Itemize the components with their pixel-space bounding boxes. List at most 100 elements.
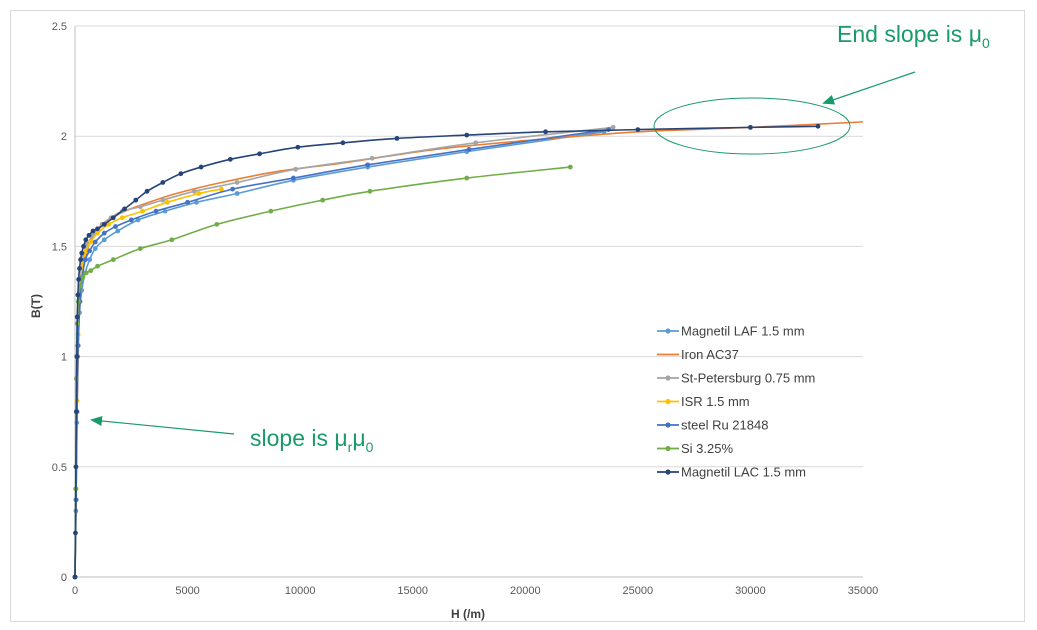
data-point xyxy=(144,188,150,194)
data-point xyxy=(635,127,641,132)
legend-item: ISR 1.5 mm xyxy=(657,394,750,409)
data-point xyxy=(128,217,134,223)
data-point xyxy=(191,188,197,194)
initial-slope-label: slope is μrμ0 xyxy=(250,425,374,455)
data-point xyxy=(80,274,86,280)
end-slope-label: End slope is μ0 xyxy=(837,21,990,51)
data-point xyxy=(198,164,204,170)
legend-swatch-marker xyxy=(665,398,671,405)
legend-swatch-marker xyxy=(665,445,671,452)
legend-label: ISR 1.5 mm xyxy=(681,394,750,409)
data-point xyxy=(160,180,166,185)
data-point xyxy=(162,208,168,214)
data-point xyxy=(101,237,107,243)
data-point xyxy=(95,230,100,236)
data-point xyxy=(101,221,107,227)
legend-item: Magnetil LAF 1.5 mm xyxy=(657,324,805,339)
data-point xyxy=(137,204,143,210)
legend-item: St-Petersburg 0.75 mm xyxy=(657,371,815,386)
data-point xyxy=(75,292,81,298)
legend-label: Si 3.25% xyxy=(681,441,733,456)
x-tick-label: 0 xyxy=(72,585,78,597)
data-point xyxy=(473,140,479,146)
x-tick-label: 35000 xyxy=(848,585,879,597)
data-point xyxy=(78,257,84,263)
series-line xyxy=(74,131,605,578)
data-point xyxy=(367,188,373,194)
data-point xyxy=(466,147,472,152)
legend-label: Magnetil LAF 1.5 mm xyxy=(681,324,805,339)
data-point xyxy=(106,221,112,227)
axes: 0 0.5 1 1.5 2 2.5 0 5000 10000 15000 20000 25000 300… xyxy=(52,21,879,597)
data-point xyxy=(110,215,116,221)
data-point xyxy=(81,244,86,249)
data-point xyxy=(140,208,145,214)
series-6 xyxy=(72,123,821,580)
legend-label: steel Ru 21848 xyxy=(681,418,768,433)
data-point xyxy=(92,239,98,245)
legend-swatch-marker xyxy=(665,375,671,381)
data-point xyxy=(122,206,127,212)
x-tick-label: 15000 xyxy=(397,585,428,597)
series-5 xyxy=(72,164,573,580)
data-point xyxy=(394,136,400,141)
data-point xyxy=(88,239,94,245)
data-point xyxy=(76,277,82,282)
data-point xyxy=(464,175,470,181)
data-point xyxy=(77,266,82,271)
legend-item: steel Ru 21848 xyxy=(657,418,768,433)
data-point xyxy=(73,409,79,415)
data-point xyxy=(73,464,79,470)
annotation-initial-slope: slope is μrμ0 xyxy=(90,416,374,455)
data-point xyxy=(86,232,92,238)
y-tick-label: 1 xyxy=(61,352,67,364)
data-point xyxy=(83,270,89,276)
data-point xyxy=(137,246,143,252)
data-point xyxy=(196,191,202,196)
data-point xyxy=(185,199,190,205)
annotation-end-slope: End slope is μ0 xyxy=(653,21,990,155)
data-point xyxy=(74,314,80,320)
data-point xyxy=(83,248,89,254)
legend-swatch-marker xyxy=(665,328,671,334)
data-point xyxy=(748,124,753,130)
y-axis-title: B(T) xyxy=(29,294,43,318)
series-4 xyxy=(72,127,611,580)
x-tick-label: 25000 xyxy=(623,585,654,597)
legend-item: Iron AC37 xyxy=(657,347,739,362)
data-point xyxy=(164,199,170,205)
data-point xyxy=(73,530,78,536)
gridlines xyxy=(75,25,863,468)
data-point xyxy=(543,129,548,135)
data-point xyxy=(234,191,240,196)
data-point xyxy=(101,230,107,236)
data-point xyxy=(115,228,121,234)
legend-item: Magnetil LAC 1.5 mm xyxy=(657,465,806,480)
y-tick-label: 1.5 xyxy=(52,241,67,253)
series-line xyxy=(74,126,614,578)
data-point xyxy=(365,162,371,168)
data-point xyxy=(90,228,96,234)
data-point xyxy=(815,123,821,129)
x-tick-label: 30000 xyxy=(735,585,766,597)
x-tick-label: 10000 xyxy=(285,585,316,597)
data-point xyxy=(95,226,100,232)
data-point xyxy=(567,164,573,170)
data-point xyxy=(178,171,184,177)
legend-label: St-Petersburg 0.75 mm xyxy=(681,371,815,386)
data-point xyxy=(290,175,296,181)
data-point xyxy=(227,156,233,162)
data-point xyxy=(110,257,116,263)
data-point xyxy=(369,155,375,161)
data-point xyxy=(87,257,93,263)
data-point xyxy=(169,237,175,243)
legend-swatch-marker xyxy=(665,469,671,475)
series-line xyxy=(74,166,571,578)
y-tick-label: 2.5 xyxy=(52,21,67,33)
y-tick-label: 0.5 xyxy=(52,462,67,474)
data-point xyxy=(87,248,93,254)
y-tick-label: 2 xyxy=(61,131,67,143)
legend-label: Iron AC37 xyxy=(681,347,739,362)
data-point xyxy=(464,132,470,138)
data-point xyxy=(218,186,224,192)
